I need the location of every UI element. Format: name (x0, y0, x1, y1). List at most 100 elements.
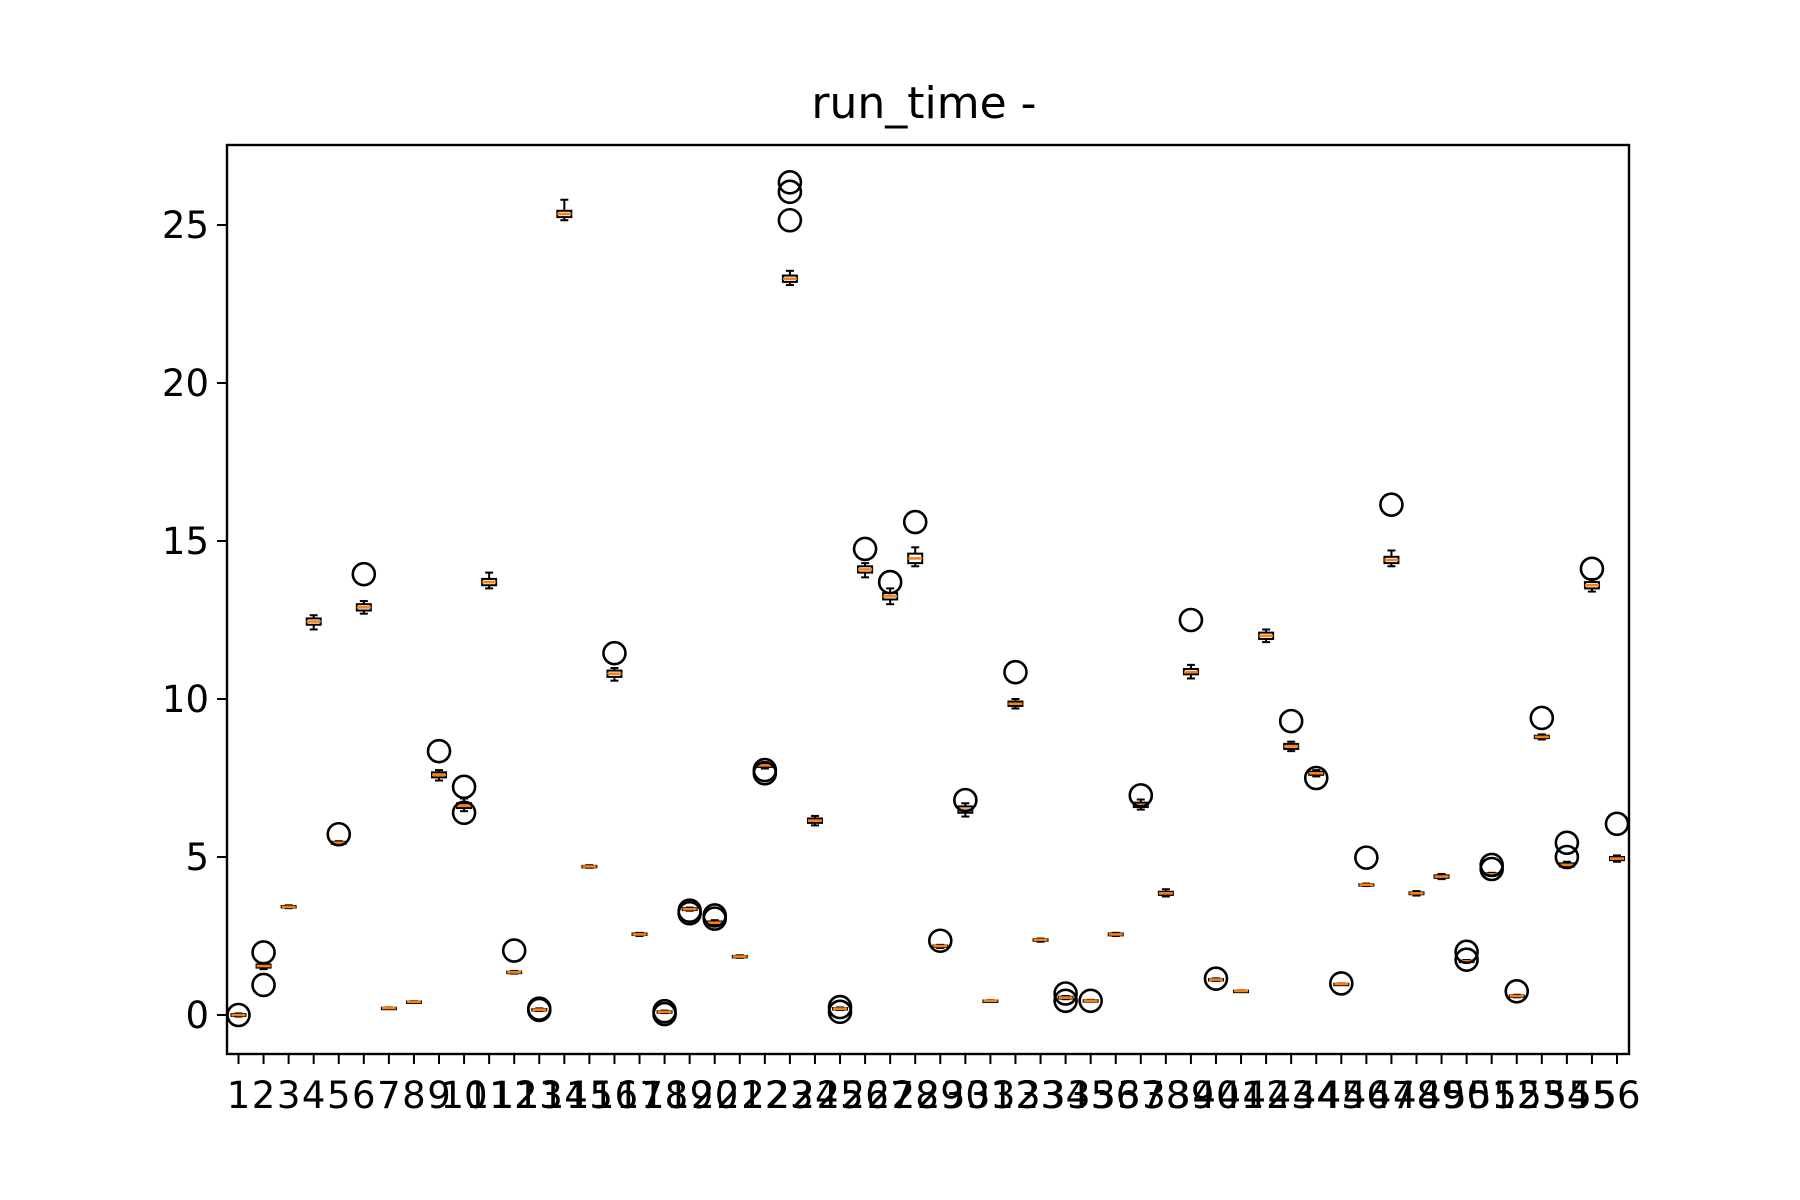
x-tick-label: 8 (402, 1074, 426, 1117)
box-24 (806, 814, 823, 827)
box-33 (1032, 937, 1049, 943)
x-tick-label: 44 (1293, 1074, 1340, 1117)
x-tick-label: 45 (1318, 1074, 1365, 1117)
box-55 (1579, 556, 1605, 593)
outlier-point (902, 509, 928, 535)
outlier-point (1128, 783, 1154, 808)
box-21 (731, 954, 748, 959)
outlier-point (777, 179, 803, 205)
x-tick-label: 56 (1593, 1074, 1640, 1117)
outlier-point (852, 536, 878, 562)
box-13 (526, 996, 552, 1023)
x-tick-label: 35 (1067, 1074, 1114, 1117)
x-tick-label: 50 (1443, 1074, 1490, 1117)
x-tick-label: 31 (967, 1074, 1014, 1117)
x-tick-label: 29 (917, 1074, 964, 1117)
x-tick-label: 30 (942, 1074, 989, 1117)
chart-title: run_time - (811, 78, 1036, 129)
box-43 (1278, 708, 1304, 753)
outlier-point (1003, 659, 1028, 685)
axes-frame (225, 143, 1631, 1056)
x-tick-label: 2 (252, 1074, 276, 1117)
box-37 (1128, 783, 1154, 811)
box-35 (1078, 988, 1103, 1014)
outlier-point (1379, 492, 1404, 517)
box-29 (927, 928, 953, 954)
box-19 (677, 898, 702, 926)
x-tick-label: 51 (1468, 1074, 1515, 1117)
outlier-point (501, 938, 527, 963)
outlier-point (1178, 607, 1204, 633)
outlier-point (1203, 966, 1229, 991)
x-tick-label: 27 (867, 1074, 914, 1117)
box-50 (1454, 939, 1479, 973)
box-14 (556, 198, 573, 222)
x-tick-label: 52 (1493, 1074, 1540, 1117)
x-tick-label: 18 (641, 1074, 688, 1117)
box-2 (251, 940, 276, 998)
box-48 (1408, 890, 1425, 897)
outlier-point (351, 561, 377, 587)
box-52 (1504, 978, 1530, 1004)
box-7 (380, 1006, 397, 1011)
box-30 (953, 787, 978, 818)
y-tick-label: 5 (185, 836, 209, 879)
x-tick-label: 32 (992, 1074, 1039, 1117)
x-tick-label: 1 (227, 1074, 251, 1117)
x-tick-label: 33 (1017, 1074, 1064, 1117)
x-tick-label: 22 (741, 1074, 788, 1117)
x-tick-label: 11 (466, 1074, 513, 1117)
box-53 (1529, 705, 1555, 741)
x-tick-label: 19 (666, 1074, 713, 1117)
box-34 (1053, 981, 1078, 1014)
box-42 (1258, 628, 1275, 644)
x-tick-label: 13 (516, 1074, 563, 1117)
x-tick-label: 15 (566, 1074, 613, 1117)
box-16 (602, 640, 627, 682)
outlier-point (777, 170, 803, 195)
outlier-point (1329, 971, 1354, 996)
x-tick-label: 49 (1418, 1074, 1465, 1117)
outlier-point (251, 972, 276, 998)
box-4 (305, 614, 322, 631)
box-39 (1178, 607, 1204, 680)
outlier-point (927, 928, 953, 954)
x-tick-label: 48 (1393, 1074, 1440, 1117)
outlier-point (827, 994, 853, 1020)
x-tick-label: 53 (1518, 1074, 1565, 1117)
box-46 (1354, 845, 1379, 888)
outlier-point (677, 898, 702, 924)
x-tick-label: 17 (616, 1074, 663, 1117)
x-tick-label: 3 (277, 1074, 301, 1117)
box-23 (777, 170, 803, 287)
box-49 (1433, 873, 1450, 881)
y-tick-label: 10 (162, 678, 209, 721)
outlier-point (1053, 988, 1078, 1014)
x-tick-label: 26 (842, 1074, 889, 1117)
x-tick-label: 21 (716, 1074, 763, 1117)
x-tick-label: 54 (1543, 1074, 1590, 1117)
x-tick-label: 36 (1092, 1074, 1139, 1117)
box-8 (405, 1000, 422, 1004)
box-5 (326, 821, 352, 847)
box-44 (1303, 765, 1329, 791)
x-tick-label: 46 (1343, 1074, 1390, 1117)
box-10 (451, 774, 477, 826)
box-6 (351, 561, 377, 615)
outlier-point (1278, 708, 1304, 734)
x-tick-label: 42 (1243, 1074, 1290, 1117)
x-tick-label: 4 (302, 1074, 326, 1117)
x-tick-label: 12 (491, 1074, 538, 1117)
outlier-point (777, 207, 803, 233)
y-tick-label: 25 (162, 204, 209, 247)
x-tick-label: 37 (1117, 1074, 1164, 1117)
outlier-point (251, 940, 276, 965)
x-tick-label: 5 (327, 1074, 351, 1117)
box-9 (426, 738, 452, 782)
outlier-point (1479, 852, 1504, 878)
x-tick-label: 24 (791, 1074, 838, 1117)
box-20 (702, 903, 728, 931)
